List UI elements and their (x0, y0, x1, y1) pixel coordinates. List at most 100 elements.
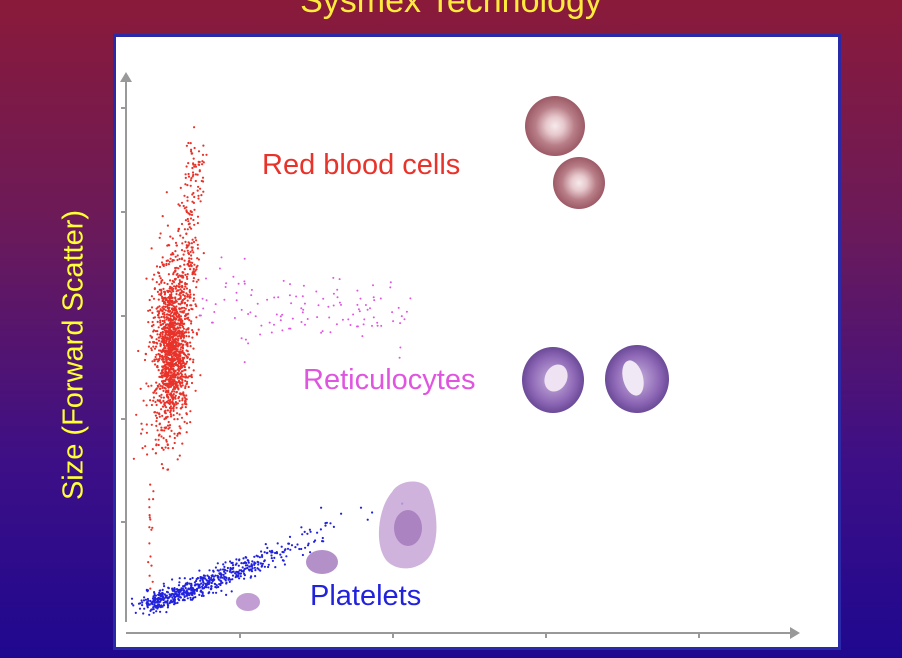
rbc-point (194, 163, 197, 166)
reticulocyte-point (260, 324, 263, 327)
rbc-point (179, 310, 182, 313)
rbc-point (175, 305, 178, 308)
rbc-point (174, 241, 178, 244)
rbc-point (188, 257, 191, 260)
reticulocyte-point (291, 317, 294, 320)
rbc-point (171, 304, 174, 307)
rbc-point (196, 173, 199, 176)
platelet-point (267, 565, 270, 569)
rbc-point (178, 354, 181, 357)
platelet-point (322, 540, 325, 543)
platelet-point (201, 579, 204, 582)
rbc-point (192, 251, 195, 254)
platelet-point (162, 596, 165, 599)
rbc-point (169, 392, 173, 395)
rbc-point (171, 382, 175, 385)
rbc-point (178, 454, 181, 457)
reticulocyte-point (295, 295, 298, 298)
rbc-point (177, 397, 180, 400)
reticulocyte-point (268, 321, 271, 324)
rbc-point (150, 306, 154, 309)
slide-title: Sysmex Technology (300, 0, 602, 20)
rbc-point (167, 334, 170, 337)
rbc-point (176, 376, 179, 379)
rbc-point (172, 333, 175, 336)
rbc-point (205, 153, 208, 156)
rbc-point (175, 284, 178, 287)
rbc-point (189, 184, 192, 187)
rbc-point (179, 335, 183, 338)
rbc-point (178, 324, 181, 327)
platelet-point (191, 576, 194, 580)
rbc-point (194, 173, 197, 176)
rbc-point (158, 305, 161, 308)
rbc-point (180, 280, 183, 283)
platelet-point (181, 592, 184, 595)
rbc-point (168, 374, 171, 377)
rbc-point (187, 335, 191, 338)
rbc-point (171, 282, 174, 285)
rbc-point (164, 341, 167, 344)
rbc-point (167, 447, 170, 450)
rbc-point (197, 197, 200, 200)
rbc-point (163, 429, 166, 432)
rbc-point (176, 312, 179, 315)
rbc-point (158, 357, 161, 360)
rbc-point (164, 303, 167, 306)
rbc-point (170, 355, 173, 358)
rbc-point (165, 426, 168, 429)
rbc-point (181, 319, 184, 323)
platelet-point (228, 570, 231, 573)
platelet-point (304, 546, 307, 549)
rbc-point (197, 278, 200, 281)
platelet-point (148, 613, 151, 616)
rbc-point (164, 367, 167, 370)
rbc-point (164, 301, 167, 304)
platelet-point (211, 574, 214, 577)
rbc-point (180, 249, 184, 252)
rbc-point (185, 376, 188, 379)
rbc-point (168, 379, 171, 382)
rbc-point (150, 564, 153, 567)
rbc-point (176, 322, 180, 325)
platelet-point (281, 550, 284, 554)
rbc-point (169, 320, 172, 323)
platelet-point (212, 591, 215, 594)
rbc-point (187, 385, 190, 389)
reticulocyte-point (275, 313, 278, 316)
reticulocyte-point (225, 282, 228, 285)
reticulocyte-point (302, 284, 305, 287)
platelet-point (237, 564, 240, 567)
platelet-point (225, 593, 228, 597)
rbc-point (160, 315, 163, 319)
rbc-point (181, 356, 184, 359)
y-ticks (121, 107, 127, 523)
reticulocyte-point (338, 278, 341, 281)
platelet-point (208, 569, 211, 572)
platelet-point (178, 577, 181, 580)
rbc-point (194, 236, 197, 239)
rbc-point (186, 380, 189, 383)
platelet-point (279, 553, 282, 556)
reticulocyte-point (373, 299, 376, 302)
rbc-point (164, 412, 167, 415)
rbc-point (174, 337, 177, 340)
rbc-point (160, 393, 163, 396)
rbc-point (169, 285, 172, 288)
rbc-point (147, 345, 150, 348)
rbc-point (161, 386, 164, 389)
platelet-point (274, 551, 277, 555)
rbc-point (183, 356, 186, 359)
reticulocyte-point (300, 321, 303, 323)
rbc-point (169, 330, 172, 333)
rbc-point (159, 344, 162, 347)
platelet-point (244, 561, 247, 564)
rbc-point (184, 340, 187, 343)
rbc-point (172, 346, 176, 349)
platelet-point (200, 590, 203, 594)
platelet-point (259, 562, 262, 565)
platelet-point (340, 512, 343, 515)
axes (120, 72, 800, 639)
platelet-point (215, 591, 218, 594)
platelet-point (251, 567, 254, 570)
